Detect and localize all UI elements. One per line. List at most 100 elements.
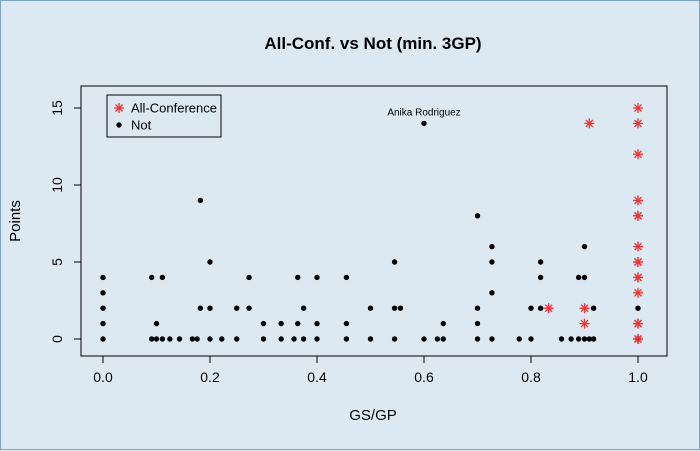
not-point (474, 336, 481, 342)
not-point (474, 320, 481, 327)
not-point (153, 320, 160, 327)
all-conference-point (633, 287, 643, 298)
all-conference-point (633, 272, 643, 283)
legend-label: Not (131, 118, 152, 133)
not-point (528, 336, 534, 342)
not-point (586, 336, 593, 342)
not-point (391, 305, 398, 311)
not-point (391, 336, 398, 342)
not-point (314, 320, 320, 327)
all-conference-point (633, 149, 643, 160)
not-point (278, 336, 284, 342)
legend-dot-marker (116, 122, 122, 128)
not-point (207, 305, 213, 311)
not-point (234, 305, 240, 311)
not-point (194, 336, 200, 342)
not-point (153, 336, 160, 342)
not-point (100, 320, 106, 327)
not-point (575, 274, 582, 281)
not-point (528, 305, 534, 311)
not-point (367, 336, 374, 342)
not-point (440, 336, 446, 342)
not-point (343, 336, 350, 342)
not-point (148, 336, 155, 342)
not-point (367, 305, 374, 311)
all-conference-point (633, 241, 643, 252)
not-point (197, 305, 204, 311)
all-conference-point (579, 303, 590, 314)
not-point (581, 336, 588, 342)
not-point (516, 336, 522, 342)
not-point (219, 336, 225, 342)
chart-title: All-Conf. vs Not (min. 3GP) (264, 34, 481, 53)
not-point (568, 336, 574, 342)
not-point (343, 320, 350, 327)
not-point (590, 305, 597, 311)
not-point (474, 213, 481, 219)
all-conference-point (579, 318, 590, 329)
not-point (575, 336, 582, 342)
not-point (291, 336, 297, 342)
y-axis-title: Points (7, 200, 24, 242)
x-tick-label: 0.4 (307, 369, 327, 385)
y-tick-label: 5 (49, 258, 65, 266)
not-point (489, 290, 495, 296)
not-point (176, 336, 183, 342)
all-conference-point (633, 334, 643, 344)
not-point (489, 259, 495, 265)
not-point (489, 243, 495, 250)
not-point (590, 336, 597, 342)
not-point (167, 336, 173, 342)
not-point (440, 320, 446, 327)
legend-label: All-Conference (131, 101, 217, 116)
not-point (314, 336, 320, 342)
not-point (537, 259, 544, 265)
plot-area (80, 85, 668, 357)
not-point (159, 336, 166, 342)
legend-asterisk-marker (114, 103, 124, 113)
not-point (295, 274, 301, 281)
all-conference-point (633, 103, 643, 113)
y-tick-label: 10 (49, 177, 65, 193)
not-point (314, 274, 320, 281)
y-tick-label: 15 (49, 100, 65, 116)
all-conference-point (633, 210, 643, 221)
not-point (189, 336, 196, 342)
not-point (343, 274, 350, 281)
not-point (537, 305, 544, 311)
annotations: Anika Rodriguez (387, 107, 460, 118)
all-conference-point (633, 195, 643, 206)
x-tick-label: 0.2 (200, 369, 220, 385)
not-point (159, 274, 166, 281)
not-point (537, 274, 544, 281)
not-point (207, 336, 213, 342)
not-point (581, 274, 588, 281)
not-point (474, 305, 481, 311)
point-annotation: Anika Rodriguez (387, 107, 460, 118)
not-point (246, 305, 252, 311)
not-point (100, 336, 106, 342)
not-point (421, 336, 427, 342)
not-point (148, 274, 155, 281)
all-conference-point (633, 257, 643, 267)
all-conference-point (584, 118, 595, 129)
not-point (197, 197, 204, 204)
not-point (100, 305, 106, 311)
not-point (300, 305, 307, 311)
not-point (207, 259, 213, 265)
not-point (391, 259, 398, 265)
x-tick-label: 1.0 (628, 369, 648, 385)
legend: All-Conference Not (106, 94, 222, 138)
x-tick-label: 0.0 (93, 369, 113, 385)
all-conference-point (633, 318, 643, 329)
not-point (635, 305, 641, 311)
not-point (295, 320, 301, 327)
not-point (246, 274, 252, 281)
x-tick-label: 0.6 (414, 369, 434, 385)
all-conference-point (543, 303, 554, 314)
x-axis: 0.0 0.2 0.4 0.6 0.8 1.0 (93, 355, 648, 385)
not-point (278, 320, 284, 327)
not-point (260, 336, 267, 342)
not-point (260, 320, 267, 327)
